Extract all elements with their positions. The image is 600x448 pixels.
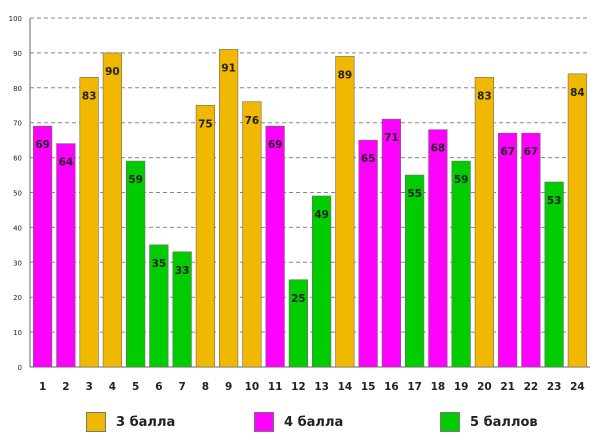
- y-tick-label-70: 70: [13, 120, 22, 128]
- data-label-24: 84: [570, 87, 585, 99]
- y-tick-label-30: 30: [13, 259, 22, 267]
- bar-12: [288, 279, 308, 368]
- bar-3: [79, 77, 99, 368]
- data-label-12: 25: [291, 293, 306, 305]
- bar-13: [312, 195, 332, 368]
- y-tick-label-80: 80: [13, 85, 22, 93]
- x-tick-label-9: 9: [225, 381, 232, 393]
- legend-label-4-balla: 4 балла: [284, 414, 344, 430]
- data-label-9: 91: [221, 62, 236, 74]
- bar-22: [521, 132, 541, 368]
- legend-swatch-3-balla: [86, 412, 106, 432]
- x-tick-label-18: 18: [431, 381, 446, 393]
- bar-15: [358, 139, 378, 368]
- data-label-13: 49: [314, 209, 329, 221]
- data-label-23: 53: [547, 195, 562, 207]
- y-tick-label-60: 60: [13, 155, 22, 163]
- bar-21: [498, 132, 518, 368]
- data-label-20: 83: [477, 90, 492, 102]
- x-tick-label-2: 2: [62, 381, 69, 393]
- y-tick-label-100: 100: [9, 15, 22, 23]
- x-tick-label-21: 21: [500, 381, 515, 393]
- bar-17: [405, 174, 425, 368]
- bar-16: [381, 118, 401, 368]
- bar-11: [265, 125, 285, 368]
- legend-swatch-5-ballov: [440, 412, 460, 432]
- legend-label-3-balla: 3 балла: [116, 414, 176, 430]
- x-tick-label-7: 7: [178, 381, 185, 393]
- data-label-3: 83: [82, 90, 97, 102]
- bar-20: [474, 77, 494, 368]
- y-tick-label-40: 40: [13, 224, 22, 232]
- y-tick-label-10: 10: [13, 329, 22, 337]
- legend-swatch-4-balla: [254, 412, 274, 432]
- x-tick-label-16: 16: [384, 381, 399, 393]
- x-tick-label-13: 13: [314, 381, 329, 393]
- bar-5: [126, 160, 146, 368]
- x-tick-label-23: 23: [547, 381, 562, 393]
- legend-item-4-balla: 4 балла: [254, 412, 343, 432]
- x-tick-label-1: 1: [39, 381, 46, 393]
- data-label-5: 59: [128, 174, 143, 186]
- x-tick-label-6: 6: [155, 381, 162, 393]
- data-label-7: 33: [175, 265, 190, 277]
- x-tick-label-24: 24: [570, 381, 585, 393]
- bar-6: [149, 244, 169, 368]
- bar-4: [102, 52, 122, 368]
- bar-24: [567, 73, 587, 368]
- data-label-1: 69: [35, 139, 50, 151]
- x-tick-label-4: 4: [109, 381, 116, 393]
- x-tick-label-17: 17: [407, 381, 422, 393]
- data-label-16: 71: [384, 132, 399, 144]
- bar-8: [195, 104, 215, 368]
- data-label-4: 90: [105, 66, 120, 78]
- data-label-19: 59: [454, 174, 469, 186]
- legend-label-5-ballov: 5 баллов: [470, 414, 538, 430]
- x-tick-label-5: 5: [132, 381, 139, 393]
- x-tick-label-12: 12: [291, 381, 306, 393]
- data-label-6: 35: [152, 258, 167, 270]
- data-label-8: 75: [198, 118, 213, 130]
- x-tick-label-8: 8: [202, 381, 209, 393]
- y-tick-label-0: 0: [18, 364, 22, 372]
- data-label-18: 68: [431, 143, 446, 155]
- data-label-21: 67: [500, 146, 515, 158]
- data-label-22: 67: [524, 146, 539, 158]
- y-tick-label-20: 20: [13, 294, 22, 302]
- bar-23: [544, 181, 564, 368]
- legend: 3 балла 4 балла 5 баллов: [0, 412, 600, 442]
- x-tick-label-22: 22: [524, 381, 539, 393]
- data-label-17: 55: [407, 188, 422, 200]
- data-label-14: 89: [338, 69, 353, 81]
- x-tick-label-20: 20: [477, 381, 492, 393]
- legend-item-5-ballov: 5 баллов: [440, 412, 538, 432]
- legend-item-3-balla: 3 балла: [86, 412, 175, 432]
- bar-18: [428, 129, 448, 368]
- x-tick-label-14: 14: [338, 381, 353, 393]
- bar-14: [335, 56, 355, 368]
- bar-7: [172, 251, 192, 368]
- bar-9: [219, 49, 239, 368]
- x-tick-label-10: 10: [245, 381, 260, 393]
- y-tick-label-90: 90: [13, 50, 22, 58]
- x-tick-label-3: 3: [85, 381, 92, 393]
- bar-1: [33, 125, 53, 368]
- x-tick-label-11: 11: [268, 381, 283, 393]
- y-tick-label-50: 50: [13, 190, 22, 198]
- bar-2: [56, 143, 76, 368]
- x-tick-label-15: 15: [361, 381, 376, 393]
- data-label-10: 76: [245, 115, 260, 127]
- data-label-2: 64: [59, 157, 74, 169]
- data-label-15: 65: [361, 153, 376, 165]
- bar-10: [242, 101, 262, 368]
- x-tick-label-19: 19: [454, 381, 469, 393]
- bar-19: [451, 160, 471, 368]
- data-label-11: 69: [268, 139, 283, 151]
- bar-chart: 0102030405060708090100691642833904595356…: [9, 15, 590, 393]
